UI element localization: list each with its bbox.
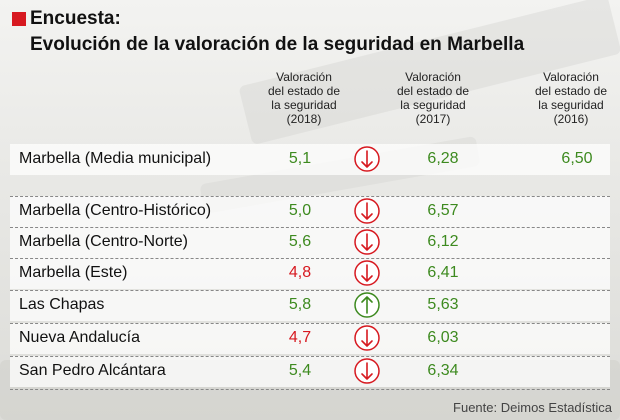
column-header-line: del estado de <box>396 84 470 98</box>
chart-header: Encuesta: Evolución de la valoración de … <box>12 8 612 56</box>
chart-title: Encuesta: <box>30 8 121 29</box>
table-bottom-rule <box>10 389 610 390</box>
table-row: San Pedro Alcántara 5,4 6,34 <box>10 356 610 387</box>
row-separator <box>10 258 610 259</box>
row-label: Nueva Andalucía <box>19 329 140 346</box>
row-label: Marbella (Media municipal) <box>19 150 212 167</box>
value-2016: 6,50 <box>561 150 593 167</box>
value-2018: 4,7 <box>288 329 312 346</box>
table-row: Marbella (Centro-Norte) 5,6 6,12 <box>10 227 610 258</box>
column-header-line: la seguridad <box>400 98 466 112</box>
column-header-line: la seguridad <box>271 98 337 112</box>
arrow-down-circle-icon <box>354 229 380 255</box>
column-header-line: (2018) <box>286 112 322 126</box>
row-label: Marbella (Centro-Histórico) <box>19 202 212 219</box>
value-2017: 6,12 <box>427 233 459 250</box>
row-separator <box>10 356 610 357</box>
value-2018: 5,0 <box>288 202 312 219</box>
value-2017: 6,41 <box>427 264 459 281</box>
column-header-line: Valoración <box>276 70 332 84</box>
title-row: Encuesta: <box>12 8 612 30</box>
column-header-line: del estado de <box>534 84 608 98</box>
row-label: Las Chapas <box>19 296 105 313</box>
table-row: Marbella (Media municipal) 5,1 6,28 6,50 <box>10 144 610 175</box>
row-separator <box>10 196 610 197</box>
value-2017: 6,34 <box>427 362 459 379</box>
table-row: Marbella (Este) 4,8 6,41 <box>10 258 610 289</box>
arrow-up-circle-icon <box>354 292 380 318</box>
arrow-down-circle-icon <box>354 146 380 172</box>
column-header-line: la seguridad <box>538 98 604 112</box>
value-2017: 5,63 <box>427 296 459 313</box>
row-separator <box>10 323 610 324</box>
row-label: San Pedro Alcántara <box>19 362 166 379</box>
column-header-line: (2016) <box>553 112 589 126</box>
table-row: Marbella (Centro-Histórico) 5,0 6,57 <box>10 196 610 227</box>
column-header-2018: Valoración del estado de la seguridad (2… <box>249 70 359 126</box>
column-header-line: Valoración <box>405 70 461 84</box>
chart-subtitle: Evolución de la valoración de la segurid… <box>30 34 525 55</box>
column-header-line: del estado de <box>267 84 341 98</box>
table-row: Las Chapas 5,8 5,63 <box>10 290 610 321</box>
red-square-marker <box>12 12 26 26</box>
row-label: Marbella (Este) <box>19 264 128 281</box>
column-header-2017: Valoración del estado de la seguridad (2… <box>378 70 488 126</box>
row-separator <box>10 227 610 228</box>
table-row: Nueva Andalucía 4,7 6,03 <box>10 323 610 354</box>
value-2017: 6,03 <box>427 329 459 346</box>
column-header-line: (2017) <box>415 112 451 126</box>
value-2018: 5,4 <box>288 362 312 379</box>
arrow-down-circle-icon <box>354 260 380 286</box>
value-2018: 5,6 <box>288 233 312 250</box>
value-2018: 5,8 <box>288 296 312 313</box>
arrow-down-circle-icon <box>354 198 380 224</box>
column-header-line: Valoración <box>543 70 599 84</box>
column-header-2016: Valoración del estado de la seguridad (2… <box>516 70 620 126</box>
arrow-down-circle-icon <box>354 325 380 351</box>
value-2018: 5,1 <box>288 150 312 167</box>
row-label: Marbella (Centro-Norte) <box>19 233 188 250</box>
arrow-down-circle-icon <box>354 358 380 384</box>
row-separator <box>10 290 610 291</box>
value-2017: 6,28 <box>427 150 459 167</box>
value-2017: 6,57 <box>427 202 459 219</box>
value-2018: 4,8 <box>288 264 312 281</box>
source-note: Fuente: Deimos Estadística <box>453 400 612 415</box>
